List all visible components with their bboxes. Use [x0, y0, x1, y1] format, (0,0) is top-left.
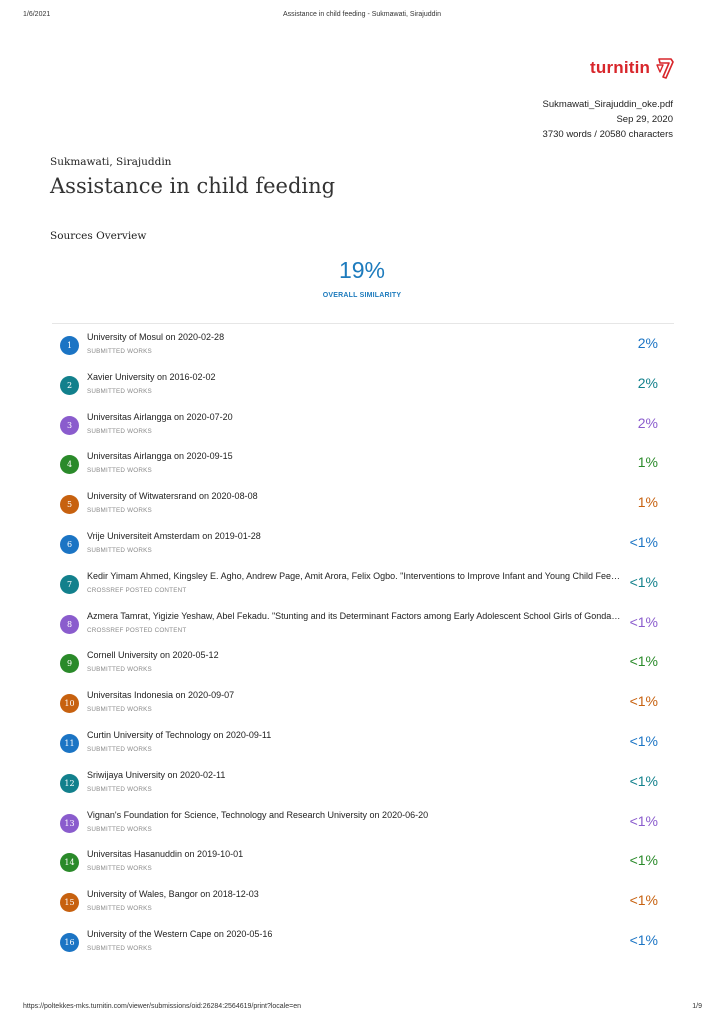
source-row[interactable]: 16 University of the Western Cape on 2020…	[52, 923, 674, 963]
source-number-badge: 11	[60, 733, 79, 753]
source-type: CROSSREF POSTED CONTENT	[87, 626, 187, 634]
source-percentage: 1%	[637, 454, 658, 471]
source-row[interactable]: 6 Vrije Universiteit Amsterdam on 2019-01…	[52, 525, 674, 565]
source-type: SUBMITTED WORKS	[87, 387, 152, 395]
source-type: SUBMITTED WORKS	[87, 706, 152, 714]
source-type: SUBMITTED WORKS	[87, 427, 152, 435]
source-percentage: <1%	[629, 931, 658, 948]
source-row[interactable]: 5 University of Witwatersrand on 2020-08-…	[52, 485, 674, 525]
source-name[interactable]: Cornell University on 2020-05-12	[87, 650, 219, 661]
source-row[interactable]: 12 Sriwijaya University on 2020-02-11 SUBM…	[52, 764, 674, 804]
source-percentage: <1%	[629, 772, 658, 789]
print-title: Assistance in child feeding - Sukmawati,…	[283, 11, 441, 18]
source-number-badge: 3	[60, 415, 79, 435]
source-percentage: <1%	[629, 732, 658, 749]
source-row[interactable]: 3 Universitas Airlangga on 2020-07-20 SUBM…	[52, 406, 674, 446]
source-percentage: 1%	[637, 494, 658, 511]
source-type: SUBMITTED WORKS	[87, 666, 152, 674]
source-percentage: <1%	[629, 653, 658, 670]
source-percentage: <1%	[629, 892, 658, 909]
source-row[interactable]: 2 Xavier University on 2016-02-02 SUBMITTE…	[52, 366, 674, 406]
divider	[52, 323, 674, 324]
source-name[interactable]: University of Wales, Bangor on 2018-12-0…	[87, 889, 259, 900]
source-name[interactable]: Universitas Airlangga on 2020-09-15	[87, 451, 233, 462]
page-number: 1/9	[692, 1003, 702, 1010]
sources-overview-heading: Sources Overview	[50, 230, 147, 242]
source-percentage: 2%	[637, 414, 658, 431]
logo-wordmark: turnitin	[590, 58, 651, 77]
source-name[interactable]: University of Mosul on 2020-02-28	[87, 332, 225, 342]
source-type: SUBMITTED WORKS	[87, 546, 152, 554]
source-type: SUBMITTED WORKS	[87, 865, 152, 873]
source-percentage: <1%	[629, 533, 658, 550]
source-row[interactable]: 15 University of Wales, Bangor on 2018-12…	[52, 883, 674, 923]
similarity-percentage: 19%	[338, 257, 386, 283]
source-number-badge: 6	[60, 534, 79, 554]
source-type: CROSSREF POSTED CONTENT	[87, 586, 187, 594]
source-number-badge: 5	[60, 495, 79, 515]
source-row[interactable]: 8 Azmera Tamrat, Yigizie Yeshaw, Abel Fek…	[52, 605, 674, 645]
source-row[interactable]: 9 Cornell University on 2020-05-12 SUBMITT…	[52, 644, 674, 684]
source-name[interactable]: Curtin University of Technology on 2020-…	[87, 729, 272, 740]
submission-date: Sep 29, 2020	[616, 114, 673, 125]
print-date: 1/6/2021	[23, 11, 51, 18]
document-meta: Sukmawati_Sirajuddin_oke.pdf Sep 29, 202…	[543, 97, 673, 142]
source-type: SUBMITTED WORKS	[87, 905, 152, 913]
source-row[interactable]: 10 Universitas Indonesia on 2020-09-07 SUB…	[52, 684, 674, 724]
turnitin-logo: turnitin	[590, 56, 680, 82]
source-row[interactable]: 14 Universitas Hasanuddin on 2019-10-01 SU…	[52, 843, 674, 883]
source-name[interactable]: Azmera Tamrat, Yigizie Yeshaw, Abel Feka…	[87, 610, 622, 621]
source-percentage: <1%	[629, 573, 658, 590]
source-name[interactable]: Vignan's Foundation for Science, Technol…	[87, 809, 429, 820]
logo-mark-icon	[656, 58, 674, 79]
source-number-badge: 13	[60, 813, 79, 833]
source-name[interactable]: University of Witwatersrand on 2020-08-0…	[87, 491, 258, 502]
source-percentage: <1%	[629, 812, 658, 829]
source-row[interactable]: 13 Vignan's Foundation for Science, Techn…	[52, 804, 674, 844]
source-type: SUBMITTED WORKS	[87, 745, 152, 753]
source-number-badge: 15	[60, 893, 79, 913]
source-number-badge: 8	[60, 614, 79, 634]
source-type: SUBMITTED WORKS	[87, 507, 152, 515]
source-percentage: 2%	[637, 335, 658, 351]
source-number-badge: 9	[60, 654, 79, 674]
source-name[interactable]: Sriwijaya University on 2020-02-11	[87, 769, 226, 780]
source-row[interactable]: 4 Universitas Airlangga on 2020-09-15 SUBM…	[52, 445, 674, 485]
source-number-badge: 2	[60, 375, 79, 395]
source-number-badge: 7	[60, 574, 79, 594]
source-type: SUBMITTED WORKS	[87, 785, 152, 793]
source-name[interactable]: Xavier University on 2016-02-02	[87, 371, 216, 382]
source-percentage: <1%	[629, 852, 658, 869]
sources-list: 1 University of Mosul on 2020-02-28 SUBMIT…	[52, 326, 674, 963]
document-title: Assistance in child feeding	[50, 174, 336, 198]
source-name[interactable]: Universitas Airlangga on 2020-07-20	[87, 411, 233, 422]
source-number-badge: 4	[60, 455, 79, 475]
source-percentage: 2%	[637, 374, 658, 391]
source-row[interactable]: 1 University of Mosul on 2020-02-28 SUBMIT…	[52, 326, 674, 366]
source-name[interactable]: Vrije Universiteit Amsterdam on 2019-01-…	[87, 530, 261, 541]
source-name[interactable]: Universitas Hasanuddin on 2019-10-01	[87, 849, 244, 860]
source-percentage: <1%	[629, 613, 658, 630]
source-type: SUBMITTED WORKS	[87, 825, 152, 833]
source-number-badge: 12	[60, 773, 79, 793]
source-type: SUBMITTED WORKS	[87, 944, 152, 952]
source-name[interactable]: University of the Western Cape on 2020-0…	[87, 928, 273, 939]
source-name[interactable]: Universitas Indonesia on 2020-09-07	[87, 690, 235, 701]
source-number-badge: 14	[60, 853, 79, 873]
source-type: SUBMITTED WORKS	[87, 467, 152, 475]
source-type: SUBMITTED WORKS	[87, 348, 152, 355]
source-name[interactable]: Kedir Yimam Ahmed, Kingsley E. Agho, And…	[87, 570, 622, 581]
word-count: 3730 words / 20580 characters	[542, 129, 673, 140]
print-url: https://poltekkes-mks.turnitin.com/viewe…	[23, 1003, 302, 1010]
source-number-badge: 1	[60, 336, 79, 355]
source-row[interactable]: 11 Curtin University of Technology on 202…	[52, 724, 674, 764]
source-percentage: <1%	[629, 693, 658, 710]
file-name: Sukmawati_Sirajuddin_oke.pdf	[542, 99, 673, 110]
author-name: Sukmawati, Sirajuddin	[50, 156, 172, 168]
source-number-badge: 16	[60, 932, 79, 952]
source-number-badge: 10	[60, 694, 79, 714]
overall-similarity: 19% OVERALL SIMILARITY	[0, 257, 724, 299]
similarity-label: OVERALL SIMILARITY	[322, 292, 402, 299]
source-row[interactable]: 7 Kedir Yimam Ahmed, Kingsley E. Agho, An…	[52, 565, 674, 605]
